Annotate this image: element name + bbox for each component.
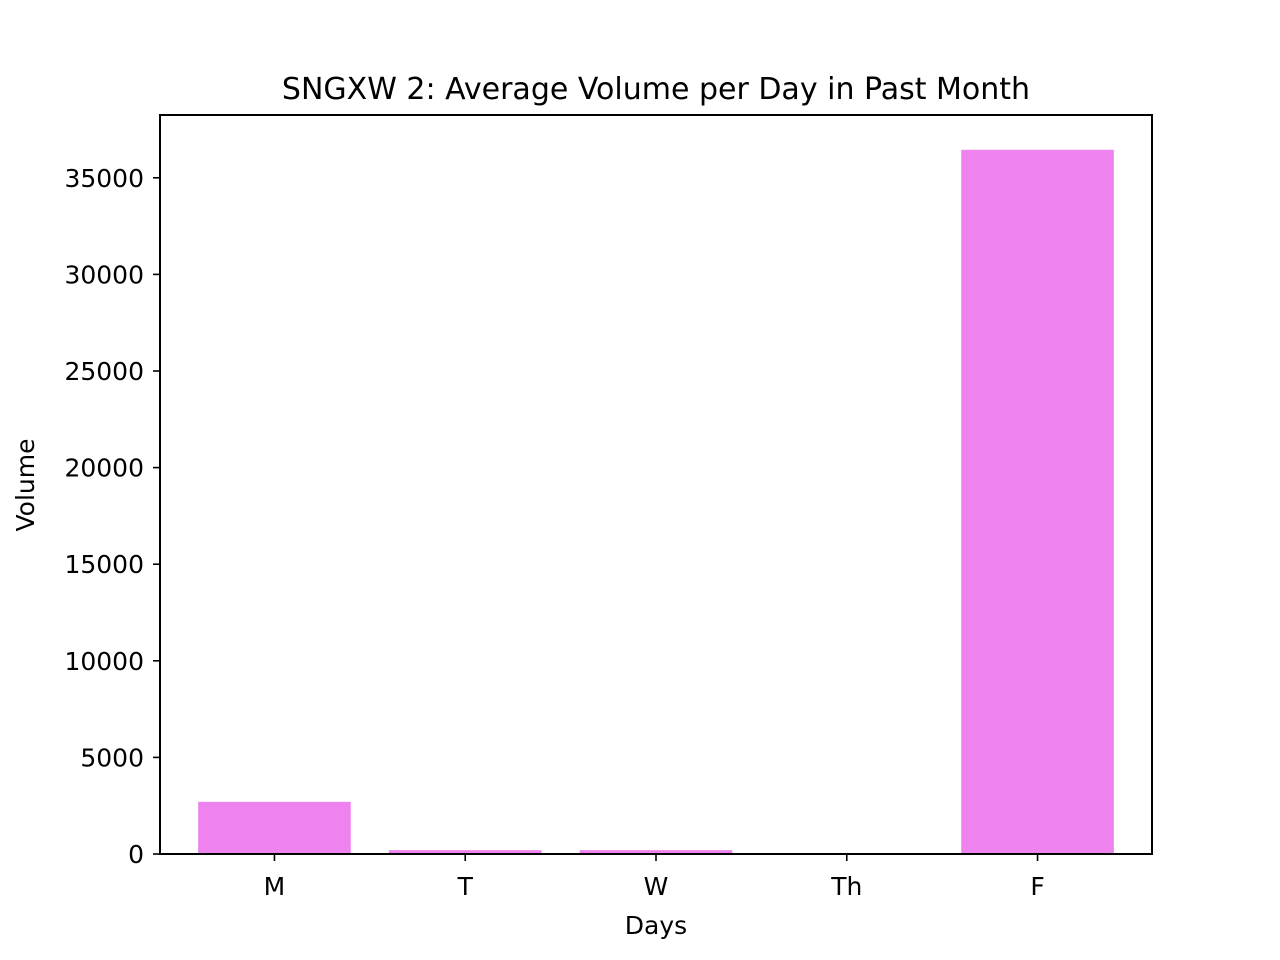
x-tick-label: T	[457, 872, 474, 901]
chart-title: SNGXW 2: Average Volume per Day in Past …	[282, 72, 1030, 107]
x-tick-label: F	[1030, 872, 1044, 901]
plot-area-frame	[159, 114, 1153, 855]
y-tick-label: 15000	[64, 550, 144, 579]
x-axis-label: Days	[625, 911, 687, 940]
x-tick-label: Th	[830, 872, 862, 901]
y-tick-label: 35000	[64, 164, 144, 193]
y-tick-label: 5000	[80, 743, 144, 772]
y-tick-label: 0	[128, 840, 144, 869]
bars-layer	[198, 149, 1114, 854]
x-axis: M T W Th F	[264, 854, 1045, 901]
bar-m	[198, 801, 351, 854]
x-tick-label: M	[264, 872, 286, 901]
y-tick-label: 30000	[64, 260, 144, 289]
y-tick-label: 25000	[64, 357, 144, 386]
bar-w	[579, 850, 733, 854]
y-tick-label: 20000	[64, 454, 144, 483]
bar-t	[388, 850, 542, 854]
y-axis-label: Volume	[11, 439, 40, 532]
bar-f	[961, 149, 1114, 854]
y-axis: 0 5000 10000 15000 20000 25000 30000 35000	[64, 164, 160, 869]
y-tick-label: 10000	[64, 647, 144, 676]
x-tick-label: W	[644, 872, 669, 901]
